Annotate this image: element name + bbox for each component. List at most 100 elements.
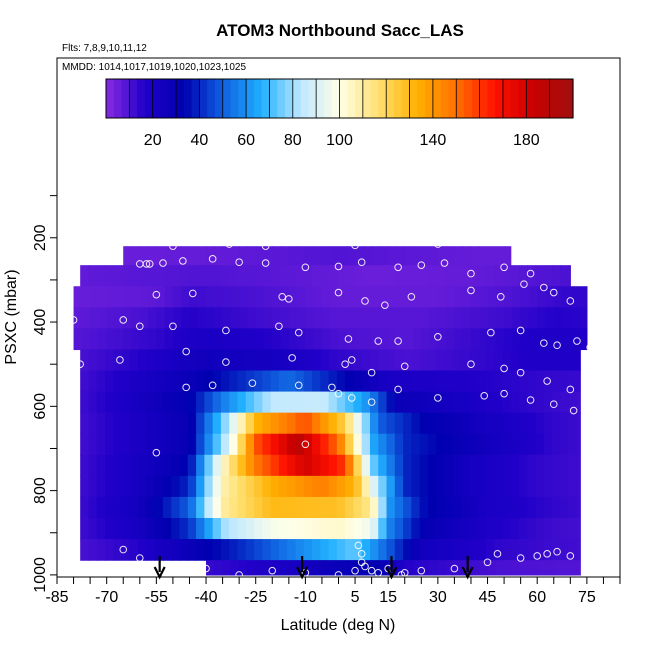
heatmap-cell — [330, 560, 340, 576]
heatmap-cell — [263, 286, 273, 308]
heatmap-cell — [138, 475, 148, 498]
heatmap-cell — [320, 454, 330, 477]
heatmap-cell — [287, 412, 297, 435]
heatmap-cell — [138, 454, 148, 477]
observation-point — [367, 368, 376, 377]
colorbar-segment — [316, 79, 325, 118]
heatmap-cell — [262, 265, 272, 287]
heatmap-cell — [379, 560, 389, 576]
heatmap-cell — [88, 349, 98, 372]
heatmap-cell — [386, 433, 396, 456]
heatmap-cell — [121, 454, 131, 477]
heatmap-cell — [196, 518, 205, 540]
heatmap-cell — [444, 265, 454, 287]
heatmap-cell — [247, 328, 257, 351]
heatmap-cell — [312, 370, 321, 393]
observation-point — [533, 552, 542, 560]
heatmap-cell — [336, 265, 346, 287]
heatmap-cell — [518, 370, 528, 393]
heatmap-cell — [113, 412, 123, 435]
x-tick-label: 45 — [479, 589, 497, 606]
heatmap-cell — [113, 265, 123, 287]
heatmap-cell — [512, 560, 522, 576]
colorbar-segment — [168, 79, 177, 118]
observation-point — [566, 552, 575, 560]
heatmap-cell — [369, 265, 379, 287]
heatmap-cell — [369, 349, 379, 372]
observation-point — [334, 288, 343, 297]
heatmap-cell — [543, 349, 553, 372]
x-tick-label: -85 — [45, 589, 68, 606]
heatmap-cell — [578, 307, 588, 329]
heatmap-cell — [361, 518, 371, 540]
heatmap-cell — [553, 286, 563, 308]
heatmap-cell — [313, 307, 323, 329]
heatmap-cell — [278, 475, 288, 498]
heatmap-cell — [461, 454, 470, 477]
heatmap-cell — [462, 307, 472, 329]
heatmap-cell — [106, 307, 116, 329]
colorbar-segment — [269, 79, 278, 118]
observation-point — [116, 356, 124, 364]
colorbar-segment — [152, 79, 162, 118]
heatmap-cell — [206, 560, 215, 576]
heatmap-cell — [328, 370, 338, 393]
heatmap-cell — [568, 433, 578, 456]
observation-point — [334, 389, 343, 398]
heatmap-cell — [287, 433, 297, 456]
heatmap-cell — [272, 328, 282, 351]
heatmap-cell — [568, 370, 578, 393]
heatmap-cell — [328, 475, 338, 498]
heatmap-cell — [113, 391, 123, 414]
observation-point — [202, 564, 210, 573]
heatmap-cell — [436, 349, 446, 372]
heatmap-cell — [204, 349, 214, 372]
heatmap-cell — [429, 286, 439, 308]
heatmap-cell — [162, 349, 172, 372]
heatmap-cell — [73, 286, 83, 308]
heatmap-cell — [527, 370, 537, 393]
observation-point — [76, 360, 84, 368]
heatmap-cell — [419, 433, 429, 456]
heatmap-cell — [353, 433, 363, 456]
heatmap-cell — [336, 370, 346, 393]
heatmap-cell — [419, 496, 429, 519]
heatmap-cell — [220, 454, 230, 477]
y-axis-label: PSXC (mbar) — [3, 269, 20, 364]
heatmap-cell — [388, 307, 398, 329]
heatmap-cell — [263, 328, 273, 351]
heatmap-cell — [106, 328, 116, 351]
heatmap-cell — [212, 391, 222, 414]
colorbar-tick-label: 140 — [420, 132, 447, 149]
colorbar-tick-label: 100 — [326, 132, 353, 149]
heatmap-cell — [477, 539, 487, 561]
heatmap-cell — [239, 246, 249, 266]
heatmap-cell — [461, 496, 470, 519]
heatmap-cell — [419, 454, 429, 477]
heatmap-cell — [528, 560, 538, 576]
heatmap-cell — [229, 370, 239, 393]
heatmap-cell — [353, 539, 363, 561]
heatmap-cell — [543, 265, 553, 287]
heatmap-cell — [560, 391, 570, 414]
heatmap-cell — [568, 265, 571, 287]
observation-point — [496, 292, 505, 301]
heatmap-cell — [288, 328, 298, 351]
heatmap-cell — [552, 349, 561, 372]
heatmap-cell — [419, 370, 429, 393]
heatmap-cell — [378, 265, 388, 287]
heatmap-cell — [363, 246, 373, 266]
heatmap-cell — [510, 265, 520, 287]
heatmap-cell — [535, 433, 545, 456]
heatmap-cell — [320, 475, 330, 498]
heatmap-cell — [502, 370, 512, 393]
heatmap-cell — [419, 349, 429, 372]
heatmap-cell — [369, 496, 379, 519]
heatmap-cell — [171, 412, 181, 435]
heatmap-cell — [353, 496, 363, 519]
observation-point — [152, 290, 161, 299]
heatmap-cell — [487, 560, 497, 576]
heatmap-cell — [214, 307, 224, 329]
heatmap-cell — [105, 454, 114, 477]
heatmap-cell — [295, 518, 305, 540]
